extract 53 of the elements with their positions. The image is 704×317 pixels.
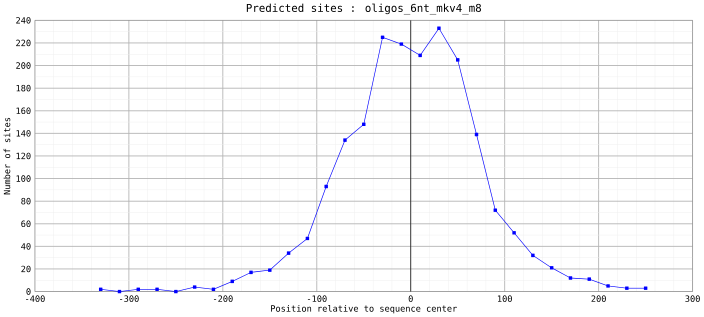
point <box>512 231 516 235</box>
point <box>98 288 102 292</box>
point <box>494 208 498 212</box>
x-tick-label: 0 <box>408 295 413 302</box>
point <box>437 26 441 30</box>
x-tick-label: -200 <box>214 295 233 302</box>
point <box>456 58 460 62</box>
point <box>418 54 422 58</box>
point <box>362 122 366 126</box>
point <box>212 288 216 292</box>
chart-title: Predicted sites : oligos_6nt_mkv4_m8 <box>246 4 481 14</box>
y-tick-label: 60 <box>21 220 31 228</box>
point <box>550 266 554 270</box>
point <box>192 285 196 289</box>
x-tick-label: 300 <box>685 295 700 302</box>
y-tick-label: 120 <box>16 152 31 160</box>
point <box>531 254 535 258</box>
point <box>343 138 347 142</box>
point <box>324 184 328 188</box>
y-tick-label: 140 <box>16 130 31 137</box>
point <box>588 277 591 281</box>
y-tick-label: 100 <box>16 175 31 182</box>
point <box>400 42 404 46</box>
point <box>136 288 140 292</box>
y-tick-label: 20 <box>21 266 31 272</box>
x-tick-label: 200 <box>592 295 606 302</box>
point <box>174 290 178 294</box>
point <box>644 286 648 290</box>
y-tick-label: 160 <box>16 107 31 114</box>
point <box>625 286 629 290</box>
point <box>568 276 572 280</box>
x-tick-label: -300 <box>120 295 139 302</box>
y-tick-label: 40 <box>21 243 31 250</box>
point <box>286 251 290 255</box>
y-tick-label: 240 <box>16 17 31 24</box>
y-tick-label: 220 <box>16 40 31 46</box>
y-axis-title: Number of sites <box>4 118 10 194</box>
x-tick-label: -400 <box>26 295 45 302</box>
y-tick-label: 0 <box>26 288 31 295</box>
x-tick-label: 100 <box>498 295 512 302</box>
point <box>306 236 310 240</box>
point <box>268 268 272 272</box>
point <box>230 280 234 284</box>
x-tick-label: -100 <box>308 295 327 302</box>
point <box>118 290 122 294</box>
y-tick-label: 80 <box>21 198 31 204</box>
point <box>606 284 610 288</box>
point <box>380 36 384 40</box>
point <box>155 288 159 292</box>
point <box>249 270 253 274</box>
y-tick-label: 180 <box>16 84 31 92</box>
y-tick-label: 200 <box>16 62 31 69</box>
x-axis-title: Position relative to sequence center <box>271 305 457 314</box>
